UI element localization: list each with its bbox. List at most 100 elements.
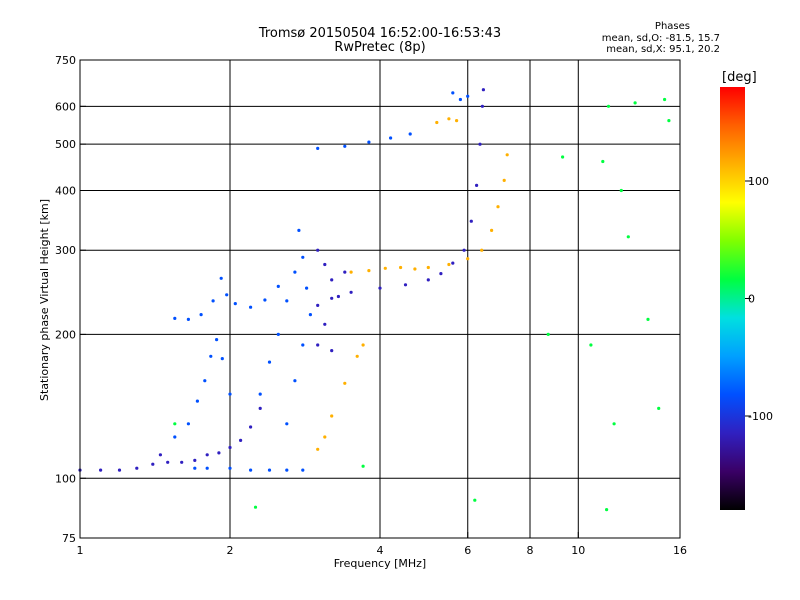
- data-point: [343, 144, 347, 148]
- data-point: [285, 299, 289, 303]
- data-point: [455, 119, 459, 123]
- data-point: [323, 322, 327, 326]
- data-point: [173, 316, 177, 320]
- grid-lines: [80, 60, 680, 538]
- data-point: [117, 468, 122, 472]
- x-tick-label: 16: [673, 544, 687, 557]
- data-point: [478, 142, 482, 146]
- data-point: [258, 392, 262, 396]
- data-point: [293, 270, 297, 274]
- data-point: [458, 97, 462, 102]
- data-point: [435, 120, 439, 125]
- y-tick-label: 400: [55, 184, 76, 197]
- data-point: [316, 146, 320, 150]
- axis-ticks: 1 2 4 6 8 10 16 75 100 200 300 400 500 600 750: [55, 54, 687, 557]
- x-tick-label: 6: [464, 544, 471, 557]
- data-point: [447, 117, 451, 121]
- data-point: [612, 422, 616, 426]
- data-point: [297, 228, 301, 232]
- phases-x-stats: mean, sd,X: 95.1, 20.2: [606, 44, 720, 55]
- data-point: [323, 435, 327, 439]
- colorbar: [720, 87, 745, 510]
- data-points: [78, 88, 671, 512]
- phases-heading: Phases: [654, 21, 690, 32]
- data-point: [258, 406, 262, 410]
- data-point: [301, 468, 305, 472]
- x-tick-label: 10: [571, 544, 585, 557]
- data-point: [349, 270, 353, 274]
- data-point: [267, 468, 272, 472]
- y-tick-label: 500: [55, 138, 76, 151]
- x-tick-label: 4: [377, 544, 384, 557]
- data-point: [601, 159, 605, 164]
- data-point: [276, 332, 280, 336]
- data-point: [99, 468, 103, 472]
- data-point: [561, 155, 565, 159]
- data-point: [316, 343, 320, 347]
- data-point: [305, 286, 309, 290]
- data-point: [343, 381, 347, 385]
- data-point: [228, 466, 232, 470]
- data-point: [249, 425, 253, 429]
- data-point: [195, 399, 199, 403]
- data-point: [158, 453, 162, 457]
- data-point: [657, 406, 661, 410]
- data-point: [480, 104, 484, 108]
- chart-title-line1: Tromsø 20150504 16:52:00-16:53:43: [258, 26, 502, 41]
- data-point: [439, 272, 443, 276]
- data-point: [462, 248, 466, 252]
- data-point: [336, 294, 340, 299]
- data-point: [193, 466, 197, 470]
- data-point: [481, 88, 485, 92]
- data-point: [606, 104, 611, 108]
- data-point: [466, 94, 470, 98]
- data-point: [293, 379, 297, 383]
- data-point: [173, 435, 177, 439]
- data-point: [173, 422, 177, 426]
- data-point: [475, 183, 479, 187]
- data-point: [413, 267, 417, 271]
- data-point: [193, 458, 197, 462]
- y-tick-label: 600: [55, 100, 76, 113]
- data-point: [199, 313, 203, 317]
- y-tick-label: 200: [55, 328, 76, 341]
- data-point: [220, 357, 224, 361]
- data-point: [619, 188, 623, 193]
- data-point: [253, 505, 258, 509]
- data-point: [205, 453, 209, 457]
- data-point: [228, 445, 232, 450]
- data-point: [399, 265, 403, 270]
- data-point: [330, 349, 334, 353]
- data-point: [361, 464, 365, 468]
- data-point: [667, 119, 671, 123]
- data-point: [646, 317, 650, 321]
- colorbar-tick-label: -100: [748, 410, 773, 423]
- data-point: [589, 343, 593, 347]
- data-point: [228, 392, 232, 396]
- data-point: [267, 360, 272, 364]
- data-point: [349, 290, 353, 294]
- data-point: [135, 466, 139, 470]
- data-point: [211, 299, 215, 303]
- data-point: [451, 91, 455, 95]
- data-point: [426, 278, 430, 282]
- data-point: [285, 422, 289, 426]
- y-tick-label: 300: [55, 244, 76, 257]
- data-point: [383, 266, 387, 270]
- data-point: [276, 284, 280, 288]
- x-tick-label: 8: [527, 544, 534, 557]
- colorbar-ticks: 100 0 -100: [745, 175, 773, 423]
- colorbar-unit-label: [deg]: [722, 70, 757, 85]
- data-point: [233, 302, 237, 306]
- data-point: [301, 255, 305, 259]
- data-point: [263, 298, 267, 302]
- data-point: [469, 219, 473, 223]
- phases-o-stats: mean, sd,O: -81.5, 15.7: [601, 33, 720, 44]
- data-point: [367, 140, 371, 144]
- data-point: [180, 460, 184, 464]
- data-point: [186, 317, 190, 321]
- data-point: [239, 438, 243, 442]
- data-point: [316, 248, 320, 252]
- data-point: [249, 468, 253, 472]
- data-point: [166, 460, 170, 464]
